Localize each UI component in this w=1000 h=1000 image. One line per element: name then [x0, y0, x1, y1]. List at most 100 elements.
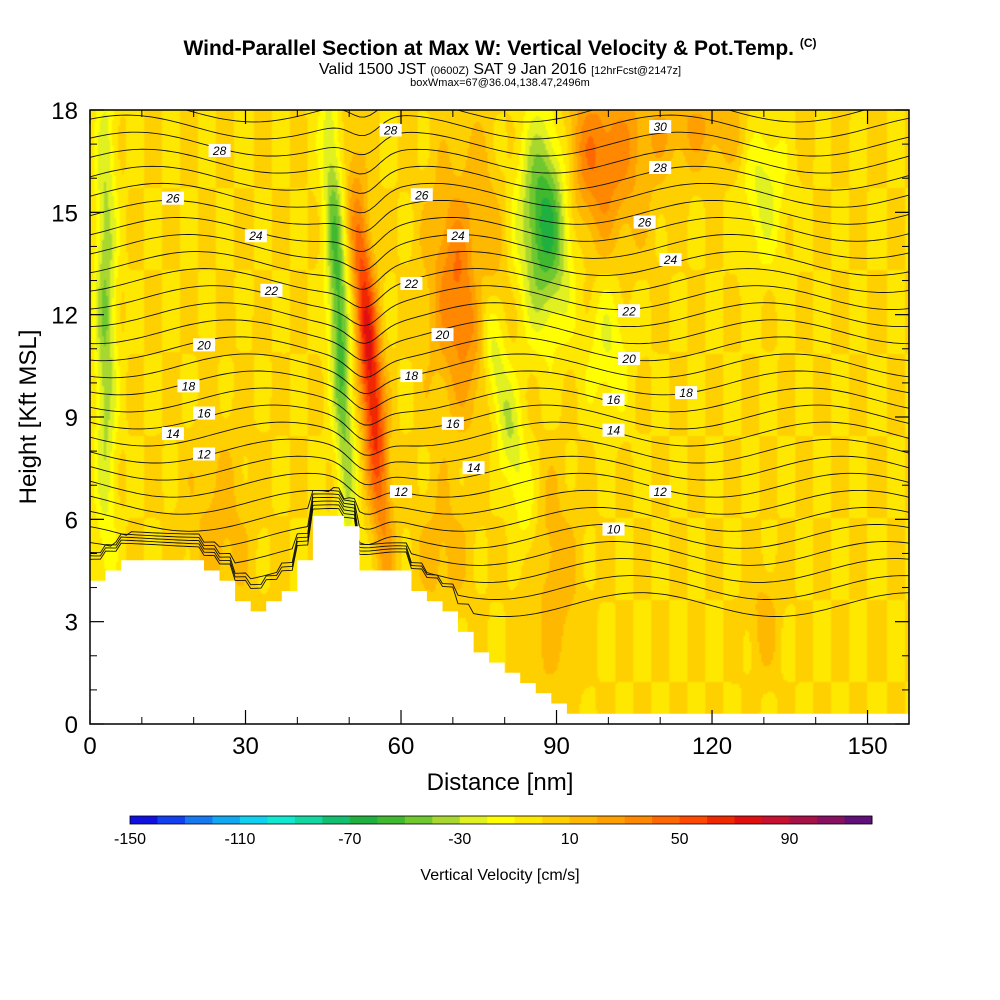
colorbar-swatch: [734, 816, 763, 824]
colorbar-swatch: [212, 816, 241, 824]
colorbar-swatch: [294, 816, 323, 824]
theta-contour-line: [90, 387, 909, 426]
contour-label-text: 16: [446, 417, 460, 431]
colorbar-tick-label: -30: [448, 831, 471, 848]
contour-label-box: [193, 447, 216, 461]
colorbar-swatch: [157, 816, 186, 824]
theta-contour-line: [90, 497, 909, 566]
contour-label-text: 16: [197, 407, 211, 421]
contour-label-text: 14: [166, 427, 180, 441]
contour-label: 30: [649, 120, 672, 134]
contour-label: 12: [193, 447, 216, 462]
theta-contour-line: [90, 472, 909, 500]
contour-label: 22: [400, 276, 423, 291]
contour-label-text: 24: [450, 229, 465, 243]
contour-label-box: [193, 338, 216, 352]
colorbar-tick-label: -150: [114, 831, 146, 848]
axes: 0 30 60 90 120 150 0 3 6 9 12 15 18: [51, 98, 909, 760]
colorbar-tick-label: -110: [225, 831, 256, 848]
colorbar-swatch: [404, 816, 433, 824]
contour-label-box: [618, 304, 641, 318]
theta-contour-line: [90, 493, 909, 549]
colorbar-swatch: [377, 816, 406, 824]
contour-label: 26: [633, 215, 656, 230]
contour-label-box: [193, 406, 216, 420]
theta-contour-line: [90, 217, 909, 252]
colorbar-swatch: [624, 816, 653, 824]
colorbar-swatch: [184, 816, 213, 824]
theta-contour-line: [90, 336, 909, 378]
theta-contour-line: [90, 421, 909, 456]
contour-label-box: [649, 485, 672, 499]
theta-contour-line: [90, 489, 909, 532]
valid-time: Valid 1500 JST: [318, 61, 426, 78]
contour-label: 14: [161, 427, 184, 441]
contour-label-box: [390, 485, 413, 499]
theta-contour-line: [90, 370, 909, 411]
valid-date: SAT 9 Jan 2016: [473, 61, 587, 78]
contour-label: 28: [649, 160, 672, 175]
contour-label-text: 14: [467, 461, 481, 475]
x-tick-label: 90: [543, 733, 570, 760]
contour-label: 26: [410, 188, 433, 202]
contour-label-text: 18: [679, 386, 693, 400]
theta-contour-line: [90, 81, 909, 105]
contour-label: 12: [649, 485, 672, 499]
theta-contour-line: [90, 234, 909, 271]
contour-label: 16: [602, 392, 625, 407]
contour-label: 24: [447, 229, 470, 243]
y-tick-label: 6: [65, 507, 78, 534]
colorbar-swatch: [130, 816, 158, 824]
contour-label: 20: [618, 352, 641, 366]
title-text: Wind-Parallel Section at Max W: Vertical…: [183, 37, 794, 60]
x-tick-label: 150: [848, 733, 888, 760]
theta-contour-line: [90, 504, 909, 600]
contour-label-box: [649, 160, 672, 174]
contour-label: 10: [602, 522, 625, 537]
contour-label: 22: [260, 283, 283, 298]
contour-label-text: 18: [405, 369, 419, 383]
contour-label: 14: [462, 461, 485, 475]
chart-title: Wind-Parallel Section at Max W: Vertical…: [0, 36, 1000, 61]
colorbar-swatch: [487, 816, 516, 824]
contour-label-box: [659, 253, 682, 267]
contour-label-box: [379, 123, 402, 137]
contour-label-text: 20: [621, 352, 636, 366]
contour-label-text: 22: [404, 277, 419, 291]
contour-label-text: 24: [663, 253, 678, 267]
theta-contour-line: [90, 302, 909, 344]
contour-label-box: [602, 522, 625, 536]
contour-label-box: [633, 215, 656, 229]
y-tick-label: 18: [51, 98, 78, 125]
colorbar-frame: [129, 815, 873, 825]
forecast-info: [12hrFcst@2147z]: [591, 65, 682, 77]
chart-subtitle: Valid 1500 JST (0600Z) SAT 9 Jan 2016 [1…: [0, 61, 1000, 79]
colorbar-swatch: [432, 816, 461, 824]
theta-contour-line: [90, 487, 909, 515]
contour-label-box: [260, 283, 283, 297]
colorbar-swatch: [844, 816, 873, 824]
contour-label-text: 18: [182, 379, 196, 393]
colorbar-tick-label: 50: [671, 831, 689, 848]
box-info: boxWmax=67@36.04,138.47,2496m: [410, 77, 590, 89]
theta-contour-line: [90, 165, 909, 194]
theta-contour-line: [184, 110, 867, 123]
contour-label-text: 28: [383, 123, 398, 137]
theta-contour-line: [90, 268, 909, 309]
y-axis-title: Height [Kft MSL]: [15, 330, 42, 505]
theta-contour-line: [90, 438, 909, 471]
contour-label-text: 22: [264, 284, 279, 298]
contour-label-text: 28: [212, 144, 227, 158]
contour-label-text: 12: [654, 485, 668, 499]
contour-label-box: [161, 427, 184, 441]
contour-label: 26: [161, 191, 184, 206]
contour-label-box: [441, 416, 464, 430]
x-axis-title: Distance [nm]: [427, 769, 574, 796]
contour-label-box: [431, 328, 454, 342]
contour-label-box: [649, 120, 672, 134]
colorbar-tick-label: -70: [338, 831, 361, 848]
contour-label-text: 26: [165, 192, 180, 206]
